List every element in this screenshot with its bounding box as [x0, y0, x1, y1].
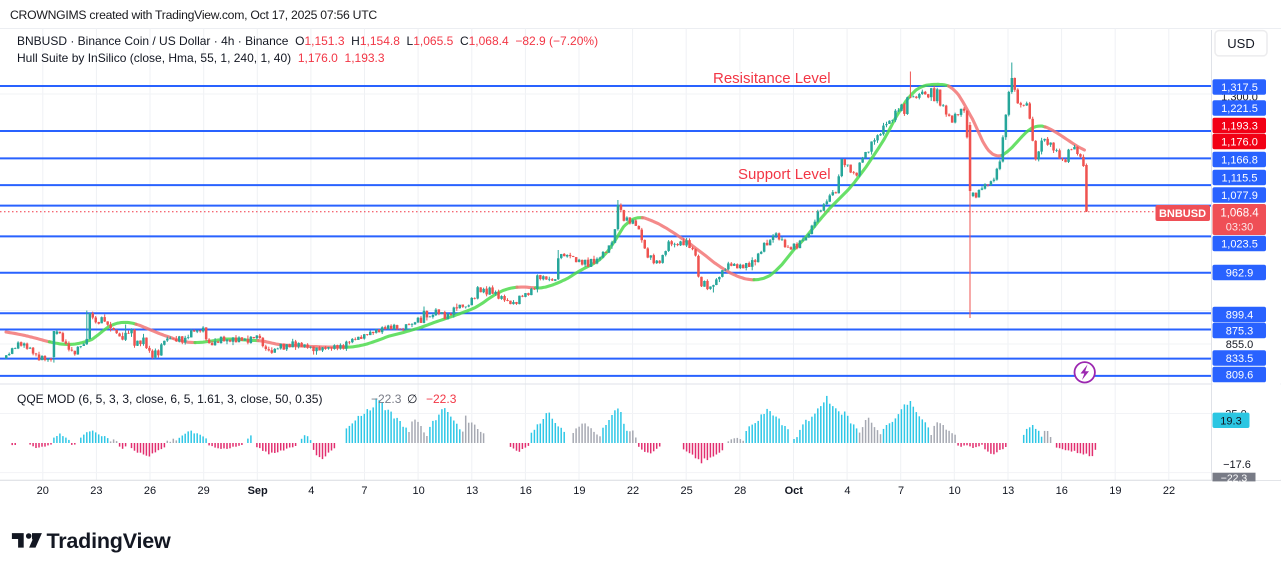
svg-text:10: 10 — [412, 485, 424, 497]
svg-text:TradingView: TradingView — [47, 529, 172, 553]
svg-text:∅: ∅ — [407, 392, 417, 406]
svg-text:833.5: 833.5 — [1226, 353, 1254, 365]
svg-text:03:30: 03:30 — [1226, 222, 1254, 234]
svg-text:Sep: Sep — [248, 485, 268, 497]
svg-text:1,166.8: 1,166.8 — [1221, 155, 1258, 167]
svg-text:BNBUSD · Binance Coin / US Dol: BNBUSD · Binance Coin / US Dollar · 4h ·… — [17, 34, 598, 48]
svg-text:22: 22 — [627, 485, 639, 497]
svg-text:19: 19 — [1109, 485, 1121, 497]
svg-text:16: 16 — [520, 485, 532, 497]
svg-text:855.0: 855.0 — [1226, 339, 1254, 351]
svg-text:Support Level: Support Level — [738, 166, 831, 183]
svg-text:25: 25 — [680, 485, 692, 497]
svg-text:1,221.5: 1,221.5 — [1221, 103, 1258, 115]
svg-text:22: 22 — [1163, 485, 1175, 497]
svg-text:1,115.5: 1,115.5 — [1222, 173, 1258, 185]
svg-text:USD: USD — [1227, 36, 1254, 51]
svg-text:899.4: 899.4 — [1226, 310, 1254, 322]
svg-text:1,317.5: 1,317.5 — [1221, 82, 1258, 94]
svg-text:10: 10 — [948, 485, 960, 497]
svg-text:1,023.5: 1,023.5 — [1221, 239, 1258, 251]
svg-text:1,068.4: 1,068.4 — [1220, 208, 1259, 220]
svg-text:1,176.0: 1,176.0 — [1221, 137, 1258, 149]
svg-text:4: 4 — [308, 485, 314, 497]
svg-text:13: 13 — [1002, 485, 1014, 497]
svg-text:809.6: 809.6 — [1226, 370, 1254, 382]
svg-text:BNBUSD: BNBUSD — [1159, 208, 1206, 220]
svg-text:−22.3: −22.3 — [426, 392, 457, 406]
svg-text:−22.3: −22.3 — [1221, 473, 1248, 485]
svg-text:7: 7 — [898, 485, 904, 497]
svg-text:19.3: 19.3 — [1220, 415, 1241, 427]
svg-text:QQE MOD (6, 5, 3, 3, close, 6,: QQE MOD (6, 5, 3, 3, close, 6, 5, 1.61, … — [17, 392, 322, 406]
svg-text:1,193.3: 1,193.3 — [1221, 120, 1258, 132]
svg-text:Hull Suite by InSilico (close,: Hull Suite by InSilico (close, Hma, 55, … — [17, 51, 385, 65]
svg-text:20: 20 — [37, 485, 49, 497]
svg-text:7: 7 — [361, 485, 367, 497]
svg-text:−17.6: −17.6 — [1223, 459, 1251, 471]
svg-text:1,077.9: 1,077.9 — [1221, 190, 1258, 202]
svg-text:Resisitance Level: Resisitance Level — [713, 70, 831, 87]
svg-text:CROWNGIMS created with Trading: CROWNGIMS created with TradingView.com, … — [10, 8, 377, 22]
svg-text:23: 23 — [90, 485, 102, 497]
svg-text:962.9: 962.9 — [1226, 268, 1254, 280]
svg-text:4: 4 — [844, 485, 850, 497]
svg-text:28: 28 — [734, 485, 746, 497]
svg-text:Oct: Oct — [785, 485, 804, 497]
svg-text:875.3: 875.3 — [1226, 326, 1254, 338]
svg-text:19: 19 — [573, 485, 585, 497]
svg-text:13: 13 — [466, 485, 478, 497]
svg-text:16: 16 — [1056, 485, 1068, 497]
svg-text:29: 29 — [197, 485, 209, 497]
svg-text:26: 26 — [144, 485, 156, 497]
svg-text:−22.3: −22.3 — [371, 392, 402, 406]
